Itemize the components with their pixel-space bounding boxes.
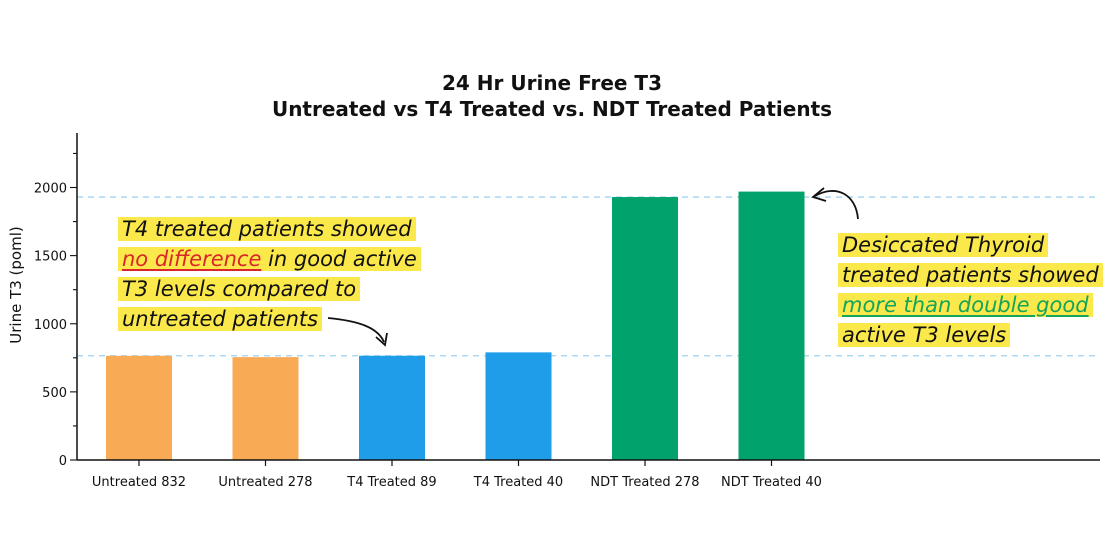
right-annotation-line-2: treated patients showed bbox=[838, 263, 1103, 287]
x-ticks-group: Untreated 832 Untreated 278 T4 Treated 89 T… bbox=[92, 460, 822, 490]
x-tick-label-4: T4 Treated 40 bbox=[473, 475, 563, 490]
right-annotation-emphasis: more than double good bbox=[842, 293, 1089, 317]
right-annotation-line-3: more than double good bbox=[838, 293, 1093, 317]
x-tick-label-1: Untreated 832 bbox=[92, 475, 186, 490]
bar-2 bbox=[232, 357, 299, 460]
bar-4 bbox=[485, 352, 552, 460]
left-annotation-line-3: T3 levels compared to bbox=[118, 277, 361, 301]
left-annotation-line-1: T4 treated patients showed bbox=[118, 217, 416, 241]
y-tick-label-0: 0 bbox=[59, 454, 67, 469]
left-annotation-arrow bbox=[327, 317, 385, 343]
y-axis-label: Urine T3 (poml) bbox=[7, 226, 25, 343]
bar-3 bbox=[359, 355, 425, 460]
left-annotation-arrowhead bbox=[375, 332, 388, 347]
left-annotation-line-2-rest: in good active bbox=[261, 247, 417, 271]
y-tick-label-2000: 2000 bbox=[34, 182, 67, 197]
left-annotation: T4 treated patients showed no difference… bbox=[118, 214, 421, 334]
left-annotation-line-2: no difference in good active bbox=[118, 247, 421, 271]
bar-6 bbox=[738, 191, 805, 460]
right-annotation-line-4: active T3 levels bbox=[838, 323, 1011, 347]
left-annotation-line-4: untreated patients bbox=[118, 307, 323, 331]
reference-lines bbox=[77, 196, 1100, 357]
y-tick-label-500: 500 bbox=[42, 386, 67, 401]
y-tick-label-1000: 1000 bbox=[34, 318, 67, 333]
right-annotation: Desiccated Thyroid treated patients show… bbox=[838, 230, 1103, 350]
chart-title-line-2: Untreated vs T4 Treated vs. NDT Treated … bbox=[272, 97, 832, 121]
bar-1 bbox=[106, 355, 172, 460]
x-tick-label-5: NDT Treated 278 bbox=[590, 475, 699, 490]
right-annotation-line-1: Desiccated Thyroid bbox=[838, 233, 1049, 257]
chart-title-line-1: 24 Hr Urine Free T3 bbox=[442, 71, 662, 95]
bars-group bbox=[106, 191, 805, 460]
right-annotation-arrow bbox=[814, 190, 859, 220]
x-tick-label-3: T4 Treated 89 bbox=[346, 475, 436, 490]
x-tick-label-6: NDT Treated 40 bbox=[721, 475, 822, 490]
right-annotation-arrowhead bbox=[811, 187, 827, 202]
x-tick-label-2: Untreated 278 bbox=[218, 475, 312, 490]
bar-5 bbox=[612, 197, 678, 460]
left-annotation-emphasis: no difference bbox=[122, 247, 262, 271]
y-tick-label-1500: 1500 bbox=[34, 250, 67, 265]
y-ticks-group: 0 500 1000 1500 2000 bbox=[34, 152, 77, 469]
